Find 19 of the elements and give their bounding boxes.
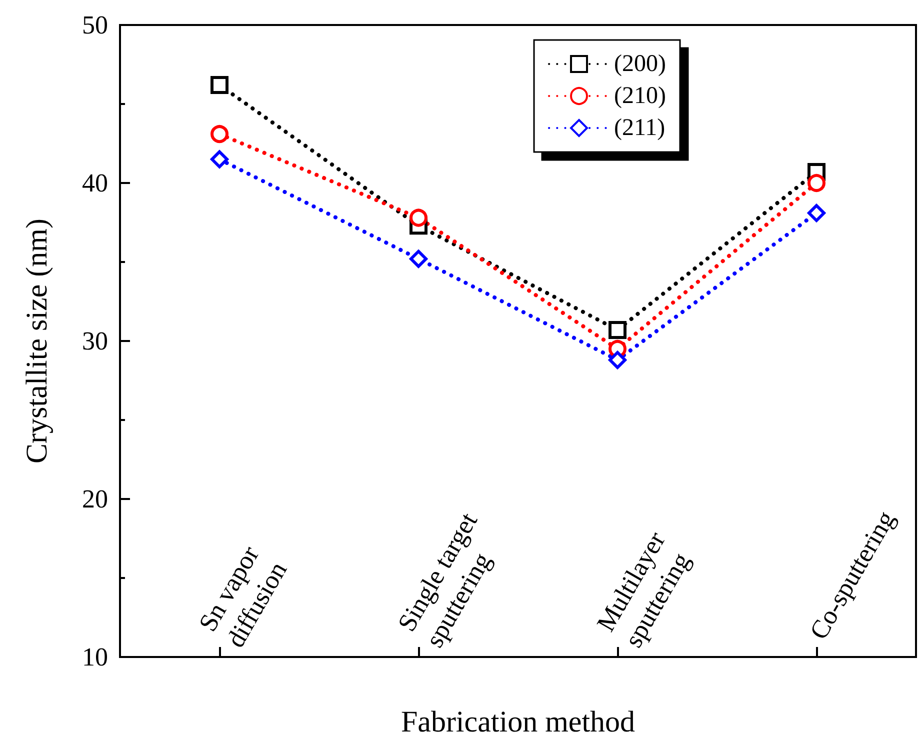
point xyxy=(210,150,228,168)
point xyxy=(210,125,228,144)
point xyxy=(808,174,826,192)
y-tick-label: 40 xyxy=(82,168,108,198)
point xyxy=(410,250,428,268)
legend-label: (211) xyxy=(614,115,666,141)
legend-label: (210) xyxy=(614,83,666,109)
y-tick-label: 10 xyxy=(82,642,108,672)
point xyxy=(608,320,626,339)
point xyxy=(608,350,626,369)
y-tick-label: 20 xyxy=(82,484,108,514)
y-tick-label: 30 xyxy=(82,326,108,356)
y-axis-title: Crystallite size (nm) xyxy=(20,218,54,464)
x-axis-title: Fabrication method xyxy=(400,706,636,738)
legend-label: (200) xyxy=(614,51,666,77)
point xyxy=(210,76,228,94)
y-tick-label: 50 xyxy=(82,10,108,40)
point xyxy=(808,204,826,222)
point xyxy=(410,208,428,227)
